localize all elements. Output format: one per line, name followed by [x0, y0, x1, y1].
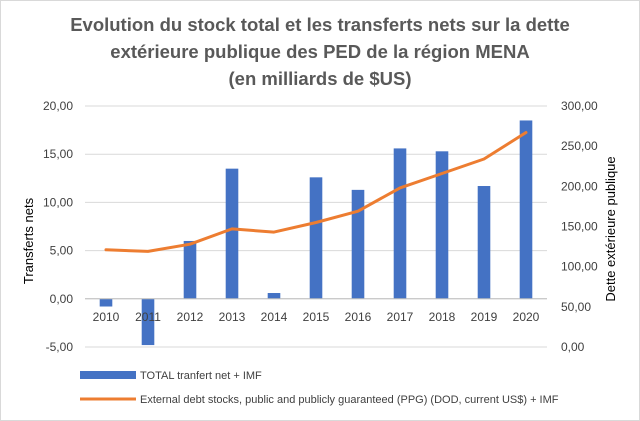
bar	[183, 240, 197, 299]
chart-title-line-2: extérieure publique des PED de la région…	[110, 41, 529, 62]
y-tick-label: 0,00	[50, 292, 74, 306]
legend-bar-swatch	[80, 371, 136, 379]
x-tick-label: 2015	[303, 310, 330, 324]
chart-title-line-3: (en milliards de $US)	[229, 68, 412, 89]
line-series	[104, 131, 528, 253]
y2-tick-label: 100,00	[561, 260, 598, 274]
y-tick-label: 5,00	[50, 244, 74, 258]
y2-tick-label: 250,00	[561, 139, 598, 153]
y-tick-label: -5,00	[46, 340, 74, 354]
y-axis-title: Transferts nets	[21, 197, 36, 284]
bar	[477, 186, 491, 299]
x-tick-label: 2011	[135, 310, 161, 324]
x-tick-label: 2019	[471, 310, 498, 324]
bar	[99, 298, 113, 307]
x-tick-label: 2014	[261, 310, 288, 324]
y-tick-label: 15,00	[43, 147, 73, 161]
x-tick-label: 2010	[93, 310, 120, 324]
x-tick-label: 2013	[219, 310, 246, 324]
x-tick-label: 2018	[429, 310, 456, 324]
y-tick-labels: -5,00 0,00 5,00 10,00 15,00 20,00	[43, 99, 73, 354]
y2-tick-label: 50,00	[561, 300, 591, 314]
chart-title-line-1: Evolution du stock total et les transfer…	[70, 14, 570, 35]
bar	[225, 168, 239, 299]
x-tick-label: 2017	[387, 310, 414, 324]
y2-tick-label: 0,00	[561, 340, 585, 354]
legend: TOTAL tranfert net + IMF External debt s…	[80, 370, 559, 406]
x-tick-label: 2012	[177, 310, 204, 324]
x-tick-labels: 2010 2011 2012 2013 2014 2015 2016 2017 2018 2019…	[93, 310, 540, 324]
y2-tick-label: 150,00	[561, 220, 598, 234]
legend-line-label: External debt stocks, public and publicl…	[140, 394, 559, 406]
bar-series	[99, 120, 533, 346]
bar	[393, 148, 407, 299]
x-tick-label: 2016	[345, 310, 372, 324]
y2-tick-labels: 0,00 50,00 100,00 150,00 200,00 250,00 300,00	[561, 99, 598, 354]
y-tick-label: 20,00	[43, 99, 73, 113]
legend-bar-label: TOTAL tranfert net + IMF	[140, 370, 262, 382]
bar	[141, 298, 155, 346]
y-tick-label: 10,00	[43, 195, 73, 209]
bar	[309, 177, 323, 299]
bar	[351, 189, 365, 299]
y2-axis-title: Dette extérieure publique	[603, 156, 618, 301]
chart-title: Evolution du stock total et les transfer…	[70, 14, 570, 89]
x-tick-label: 2020	[513, 310, 540, 324]
y2-tick-label: 200,00	[561, 179, 598, 193]
bar	[435, 151, 449, 299]
y2-tick-label: 300,00	[561, 99, 598, 113]
bar	[267, 293, 281, 299]
bar	[519, 120, 533, 299]
